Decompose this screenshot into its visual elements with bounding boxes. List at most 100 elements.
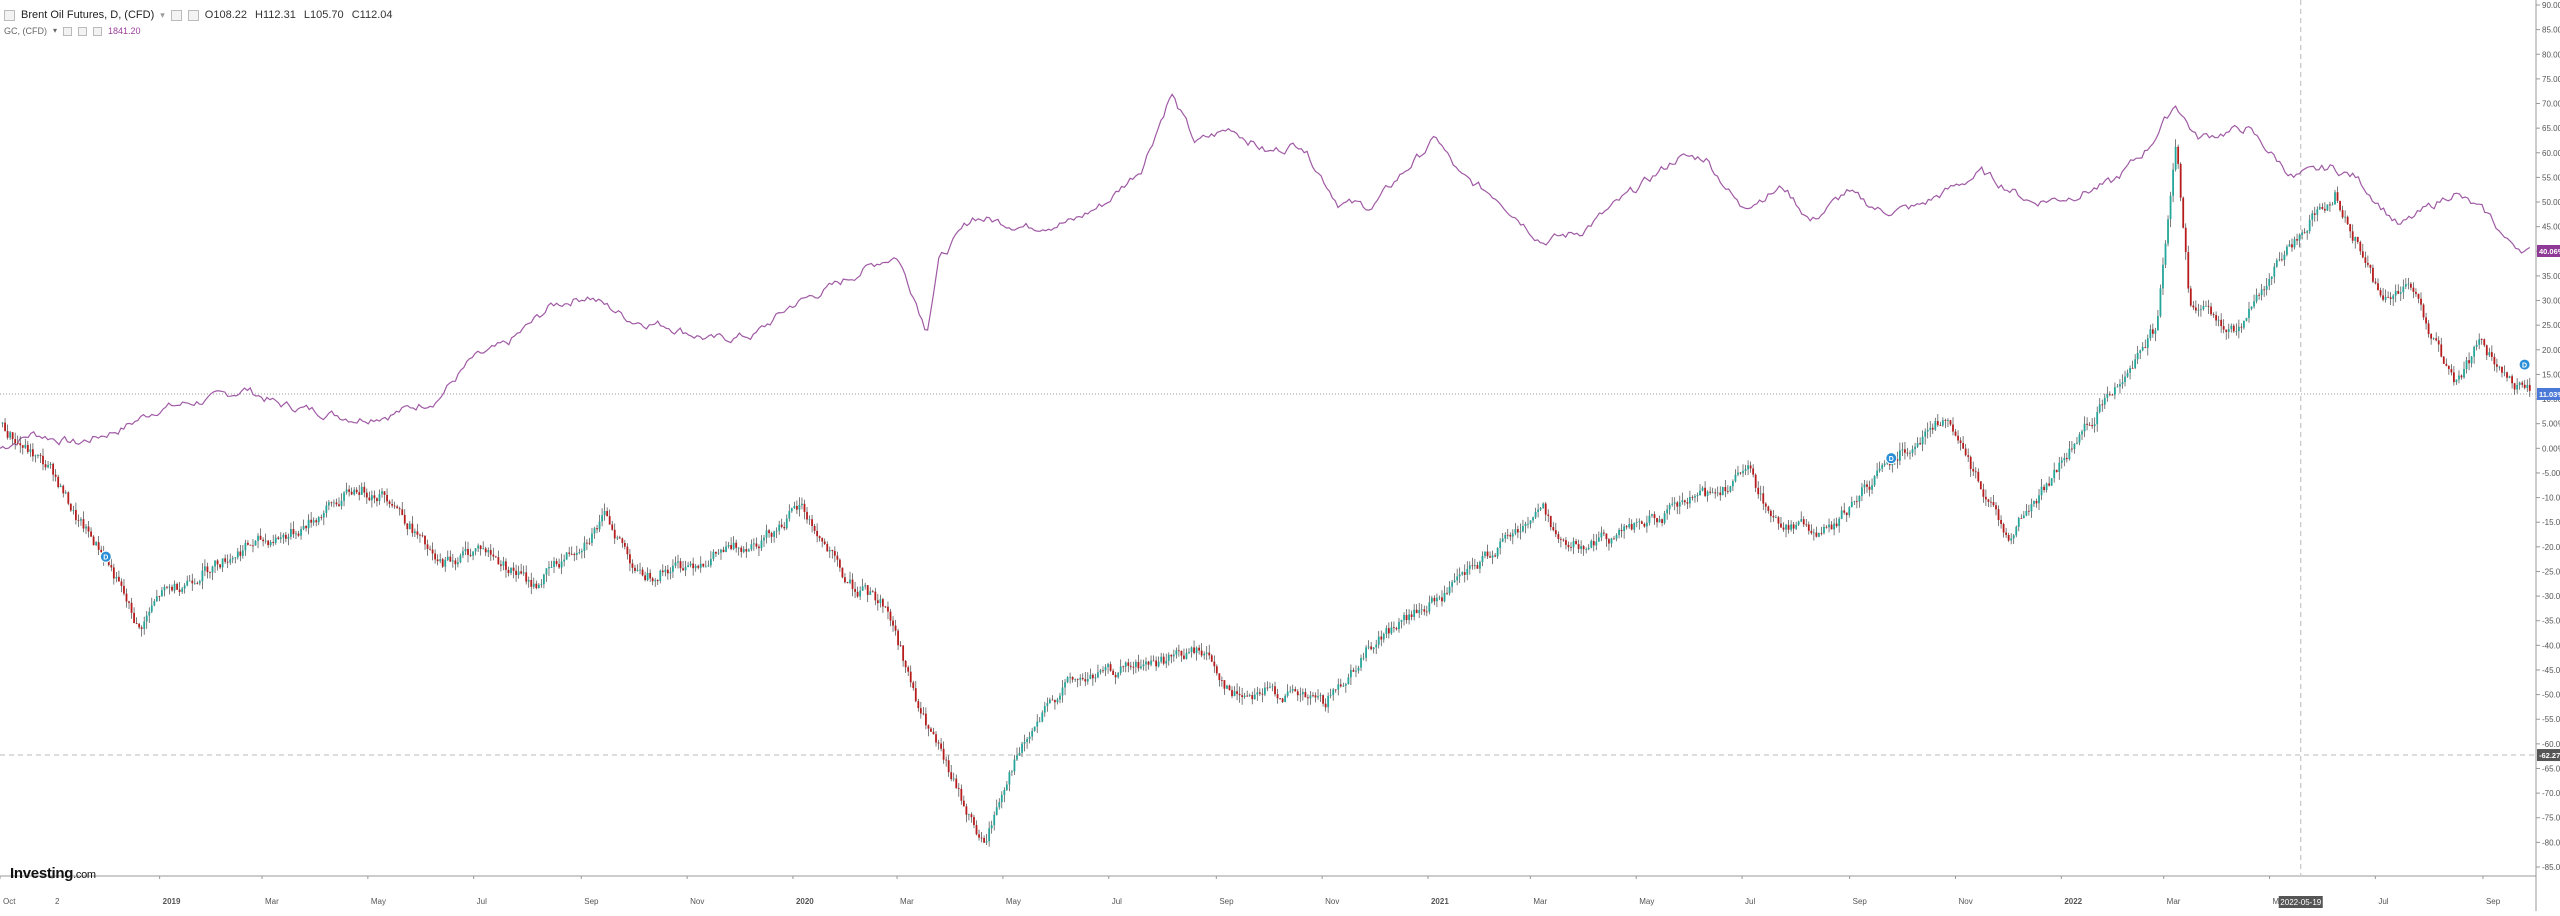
- chevron-down-icon[interactable]: ▾: [53, 26, 58, 35]
- candle-body: [168, 586, 171, 588]
- candle-body: [2468, 360, 2470, 364]
- remove-icon[interactable]: [93, 26, 103, 36]
- candle-body: [543, 574, 545, 585]
- x-tick-label: Sep: [584, 897, 599, 906]
- candle-body: [292, 529, 295, 535]
- x-tick-label: Mar: [265, 897, 279, 906]
- candle-body: [2397, 290, 2400, 294]
- candle-body: [1188, 652, 1190, 653]
- candle-body: [1929, 427, 1932, 430]
- candle-body: [1023, 742, 1026, 744]
- candle-body: [846, 582, 849, 584]
- candle-body: [1428, 602, 1431, 612]
- candle-body: [1648, 515, 1651, 523]
- candle-body: [421, 535, 424, 537]
- candle-body: [1393, 627, 1395, 629]
- candle-body: [1183, 655, 1185, 659]
- candle-body: [1595, 541, 1598, 546]
- candle-body: [1613, 538, 1615, 540]
- candle-body: [1524, 523, 1527, 527]
- candle-body: [684, 567, 687, 571]
- candle-body: [1651, 514, 1653, 516]
- candle-body: [990, 825, 993, 829]
- x-tick-label: Jul: [2378, 897, 2388, 906]
- candle-body: [879, 599, 882, 604]
- y-tick-label: -60.00%: [2542, 740, 2560, 749]
- candle-body: [320, 517, 323, 518]
- candle-body: [239, 551, 242, 556]
- candle-body: [2432, 338, 2435, 340]
- candle-body: [616, 537, 619, 539]
- candle-body: [1737, 472, 1739, 475]
- candle-body: [2035, 500, 2038, 504]
- visibility-icon[interactable]: [63, 26, 73, 36]
- candle-body: [2483, 339, 2486, 346]
- price-badge: 40.06%: [2537, 244, 2560, 257]
- candle-body: [1074, 679, 1077, 681]
- candle-body: [555, 561, 558, 565]
- candle-body: [2121, 382, 2124, 385]
- candle-body: [2174, 146, 2177, 170]
- candle-body: [143, 621, 146, 629]
- y-tick-label: 35.00%: [2542, 272, 2560, 281]
- candle-body: [2377, 283, 2379, 291]
- collapse-icon[interactable]: [4, 9, 15, 21]
- candle-body: [687, 565, 690, 568]
- candle-body: [2301, 232, 2304, 236]
- candle-body: [1909, 453, 1911, 454]
- candle-body: [1243, 695, 1246, 698]
- candle-body: [153, 601, 156, 606]
- y-tick-label: 75.00%: [2542, 75, 2560, 84]
- marker-circle: [2518, 358, 2531, 371]
- candle-body: [2088, 424, 2091, 426]
- candle-body: [1990, 501, 1992, 503]
- candle-body: [636, 569, 639, 571]
- candle-body: [2528, 384, 2531, 391]
- candle-body: [639, 569, 641, 571]
- candle-body: [80, 519, 82, 521]
- candle-body: [965, 806, 968, 815]
- candle-body: [2341, 210, 2344, 218]
- candle-body: [2073, 443, 2076, 449]
- candle-body: [1984, 496, 1987, 500]
- candle-body: [568, 552, 571, 554]
- candle-body: [950, 772, 953, 780]
- main-symbol-title: Brent Oil Futures, D, (CFD): [21, 9, 155, 21]
- candle-body: [2063, 458, 2066, 461]
- candle-body: [2086, 423, 2088, 425]
- candle-body: [1552, 527, 1555, 531]
- candle-body: [1385, 628, 1388, 634]
- candle-body: [16, 443, 19, 444]
- candle-body: [1142, 664, 1145, 667]
- candle-body: [2280, 259, 2283, 261]
- candle-body: [838, 559, 841, 568]
- candle-body: [1802, 519, 1805, 525]
- candle-body: [2050, 478, 2053, 486]
- settings-icon[interactable]: [187, 9, 199, 21]
- brand-suffix: .com: [73, 869, 96, 881]
- candle-body: [1714, 492, 1717, 494]
- candle-body: [1516, 529, 1519, 533]
- series-line-gold: [0, 93, 2531, 450]
- candle-body: [1322, 695, 1324, 704]
- candle-body: [2222, 326, 2225, 330]
- candle-body: [1853, 501, 1856, 503]
- candle-body: [2409, 283, 2412, 288]
- candle-body: [2210, 306, 2212, 315]
- candle-body: [2387, 296, 2390, 298]
- settings-icon[interactable]: [78, 26, 88, 36]
- visibility-icon[interactable]: [170, 9, 182, 21]
- chevron-down-icon[interactable]: ▾: [160, 10, 165, 20]
- candle-body: [618, 537, 621, 539]
- candle-body: [1519, 531, 1522, 533]
- candle-body: [1807, 524, 1810, 531]
- candle-body: [1091, 674, 1094, 679]
- candle-body: [591, 533, 593, 543]
- candle-body: [21, 445, 24, 448]
- marker-circle: [1885, 452, 1898, 465]
- candle-body: [960, 788, 963, 801]
- candle-body: [284, 534, 287, 539]
- candle-body: [77, 519, 80, 521]
